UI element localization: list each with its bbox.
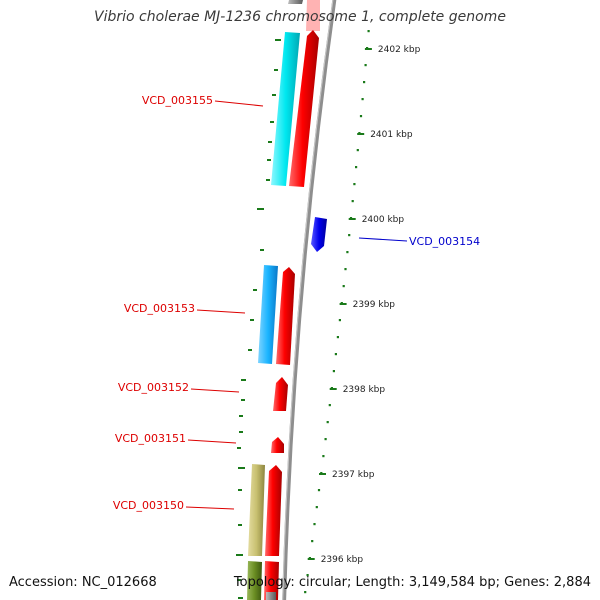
pink-feature-top: [306, 0, 320, 31]
ruler-dot: [348, 234, 351, 237]
ruler-dot: [324, 438, 327, 441]
gene-label-VCD_003155: VCD_003155: [142, 94, 213, 107]
scale-label: 2397 kbp: [332, 470, 375, 480]
scale-label: 2396 kbp: [321, 555, 364, 565]
leader-VCD_003155: [214, 100, 264, 107]
ruler-dot: [346, 251, 349, 254]
ruler-dot: [364, 64, 367, 67]
scale-label: 2402 kbp: [378, 45, 421, 55]
cyan-feature-1: [271, 32, 300, 186]
red-feature-bottom: [264, 561, 279, 600]
ruler-dot: [355, 166, 358, 169]
ruler-dot: [367, 30, 370, 33]
gene-arrow-VCD_003154: [311, 217, 327, 252]
scale-label: 2401 kbp: [370, 130, 413, 140]
ruler-dot: [342, 285, 345, 288]
ruler-dot: [356, 149, 359, 152]
gene-label-VCD_003153: VCD_003153: [124, 302, 195, 315]
ruler-dot: [304, 591, 307, 594]
scale-label: 2398 kbp: [343, 385, 386, 395]
ruler-dot: [313, 523, 316, 526]
leader-VCD_003152: [190, 388, 240, 393]
ruler-dot: [359, 115, 363, 118]
map-title: Vibrio cholerae MJ-1236 chromosome 1, co…: [94, 9, 506, 25]
ruler-dot: [353, 183, 356, 186]
ruler-dot: [344, 268, 347, 271]
leader-VCD_003154: [358, 237, 408, 242]
gene-label-VCD_003150: VCD_003150: [113, 499, 184, 512]
light-blue-feature: [258, 265, 278, 364]
feature-track: [247, 0, 327, 600]
scale-labels: 2402 kbp 2401 kbp 2400 kbp 2399 kbp 2398 kbp…: [321, 45, 421, 565]
gene-arrow-VCD_003150: [265, 465, 282, 556]
gene-arrow-VCD_003155: [289, 30, 319, 187]
accession-text: Accession: NC_012668: [9, 575, 157, 590]
scale-label: 2400 kbp: [362, 215, 405, 225]
ruler-dot: [332, 370, 335, 373]
gene-arrow-VCD_003151: [271, 437, 284, 453]
gene-label-VCD_003151: VCD_003151: [115, 432, 186, 445]
ruler-dot: [311, 540, 314, 543]
gene-arrow-VCD_003152: [273, 377, 288, 411]
genome-backbone: [282, 0, 337, 600]
ruler-dot: [328, 404, 331, 407]
scale-label: 2399 kbp: [353, 300, 396, 310]
ruler-dot: [363, 81, 366, 84]
ruler-dot: [361, 98, 364, 101]
topology-text: Topology: circular; Length: 3,149,584 bp…: [233, 575, 591, 590]
ruler-dot: [322, 455, 325, 458]
scale-ruler: [304, 30, 372, 594]
grey-feature-top: [288, 0, 303, 4]
leader-VCD_003151: [187, 439, 237, 444]
leader-VCD_003153: [196, 309, 246, 314]
genome-backbone-highlight: [282, 0, 334, 600]
leader-VCD_003150: [185, 506, 235, 510]
gene-arrow-VCD_003153: [276, 267, 295, 365]
ruler-dot: [317, 489, 321, 492]
khaki-feature: [248, 464, 265, 556]
ruler-dot: [334, 353, 337, 356]
leader-lines: [185, 100, 408, 510]
ruler-dot: [306, 574, 309, 577]
grey-feature-bottom: [266, 592, 276, 600]
ruler-dot: [315, 506, 318, 509]
gene-label-VCD_003152: VCD_003152: [118, 381, 189, 394]
ruler-dot: [326, 421, 329, 424]
ruler-dot: [336, 336, 339, 339]
outer-tick-track: [236, 39, 281, 599]
gene-label-VCD_003154: VCD_003154: [409, 235, 480, 248]
olive-feature-bottom: [247, 561, 262, 600]
ruler-dot: [338, 319, 341, 322]
ruler-dot: [351, 200, 354, 203]
